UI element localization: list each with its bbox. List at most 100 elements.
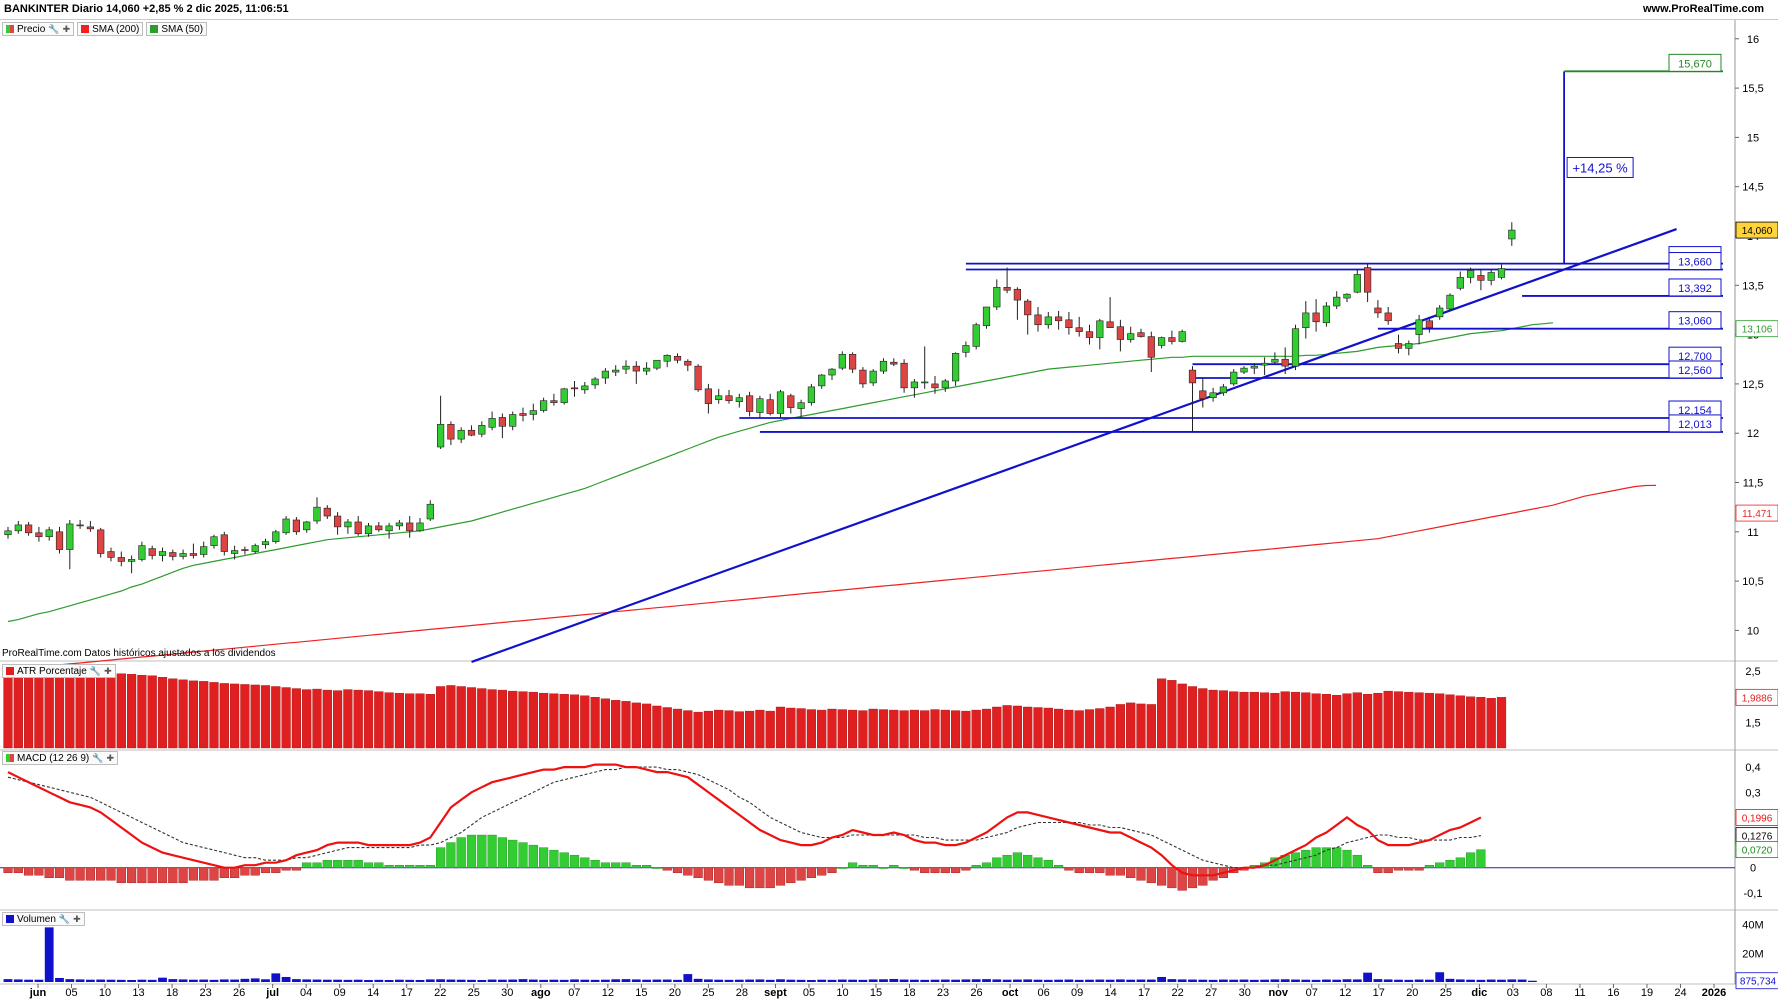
candle <box>529 403 537 421</box>
plus-icon[interactable]: ✚ <box>62 23 71 34</box>
legend-volume[interactable]: Volumen 🔧 ✚ <box>2 912 85 926</box>
level-label: 12,560 <box>1678 365 1712 377</box>
plus-icon[interactable]: ✚ <box>73 913 81 924</box>
candle-body <box>1137 332 1145 337</box>
candle-body <box>1075 327 1083 332</box>
atr-bar <box>1177 683 1187 749</box>
atr-bar <box>1074 710 1084 749</box>
atr-bar <box>343 689 353 749</box>
macd-histogram-bar <box>1404 867 1414 871</box>
atr-bar <box>13 675 23 749</box>
candle-body <box>1497 268 1506 278</box>
legend-macd[interactable]: MACD (12 26 9) 🔧 ✚ <box>2 751 119 765</box>
atr-bar <box>1476 697 1486 749</box>
macd-histogram-bar <box>137 867 147 884</box>
atr-bar <box>1424 692 1435 749</box>
candle-body <box>478 425 486 435</box>
atr-bar <box>549 693 559 749</box>
candle-body <box>735 397 743 402</box>
legend-atr-label: ATR Porcentaje <box>17 665 87 677</box>
candle-body <box>447 424 455 440</box>
candle-body <box>1271 358 1279 363</box>
candle <box>797 399 805 419</box>
candle-body <box>4 530 12 536</box>
x-tick-label: 18 <box>903 987 915 999</box>
volume-bar <box>1013 979 1022 982</box>
macd-value-label-box <box>1735 809 1778 826</box>
atr-bar <box>1187 686 1198 749</box>
candle-body <box>14 524 22 532</box>
atr-bar <box>1270 692 1280 749</box>
macd-histogram-bar <box>1156 867 1167 886</box>
x-tick-label: 27 <box>1205 987 1217 999</box>
candle <box>1240 366 1248 375</box>
volume-bar <box>1146 979 1156 982</box>
wrench-icon[interactable]: 🔧 <box>92 752 104 763</box>
macd-histogram-bar <box>1033 857 1043 868</box>
candle-body <box>1353 274 1361 293</box>
atr-bar <box>940 709 950 749</box>
wrench-icon[interactable]: 🔧 <box>89 665 102 676</box>
macd-histogram-bar <box>302 862 312 868</box>
macd-tick-label: -0,1 <box>1744 888 1763 900</box>
volume-bar <box>1291 979 1300 982</box>
volume-bar <box>1157 976 1166 982</box>
candle <box>766 393 774 416</box>
candle <box>1137 328 1145 338</box>
atr-bar <box>827 708 837 749</box>
atr-bar <box>1404 691 1414 749</box>
volume-value-label: 875,734 <box>1740 977 1777 988</box>
atr-bar <box>580 695 590 749</box>
macd-histogram-bar <box>1084 867 1095 873</box>
candle <box>1353 269 1361 294</box>
wrench-icon[interactable]: 🔧 <box>48 23 60 34</box>
candle <box>1116 319 1124 352</box>
candle-body <box>1415 319 1423 335</box>
volume-bar <box>724 979 734 982</box>
candle <box>1291 324 1300 371</box>
x-tick-label: 04 <box>300 987 312 999</box>
x-tick-label: 23 <box>937 987 949 999</box>
atr-bar <box>621 701 631 749</box>
volume-bar <box>1352 979 1362 982</box>
candle-body <box>951 353 960 382</box>
volume-bar <box>65 979 75 982</box>
legend-sma50[interactable]: SMA (50) <box>146 22 208 36</box>
atr-bar <box>1445 694 1455 749</box>
candle-body <box>890 361 898 365</box>
wrench-icon[interactable]: 🔧 <box>58 913 71 924</box>
candle <box>715 388 723 404</box>
candle <box>76 519 84 529</box>
plus-icon[interactable]: ✚ <box>104 665 112 676</box>
macd-tick-label: 0 <box>1750 863 1756 875</box>
plus-icon[interactable]: ✚ <box>106 752 115 763</box>
atr-bar <box>44 676 54 749</box>
candle-body <box>148 548 156 556</box>
candle-body <box>1188 369 1197 384</box>
candle-body <box>1024 300 1032 316</box>
volume-bar <box>343 979 353 982</box>
macd-histogram-bar <box>1383 867 1393 873</box>
data-note: ProRealTime.com Datos históricos ajustad… <box>2 648 276 659</box>
candle-body <box>632 365 640 372</box>
atr-bar <box>951 710 961 749</box>
candle-body <box>519 413 527 416</box>
volume-bar <box>86 979 95 982</box>
candle <box>828 368 836 380</box>
atr-bar <box>817 709 827 749</box>
volume-bar <box>539 979 548 982</box>
candle <box>951 352 960 386</box>
legend-sma200[interactable]: SMA (200) <box>77 22 144 36</box>
volume-bar <box>930 979 940 982</box>
candle <box>1085 324 1094 345</box>
macd-histogram-bar <box>65 867 75 881</box>
candle <box>282 516 290 535</box>
candle <box>179 549 187 560</box>
legend-price[interactable]: Precio 🔧 ✚ <box>2 22 75 36</box>
atr-bar <box>796 708 806 749</box>
atr-bar <box>1167 680 1177 749</box>
legend-atr[interactable]: ATR Porcentaje 🔧 ✚ <box>2 664 116 678</box>
candle-body <box>591 378 599 386</box>
candle-body <box>776 391 785 414</box>
macd-histogram-bar <box>497 837 508 868</box>
